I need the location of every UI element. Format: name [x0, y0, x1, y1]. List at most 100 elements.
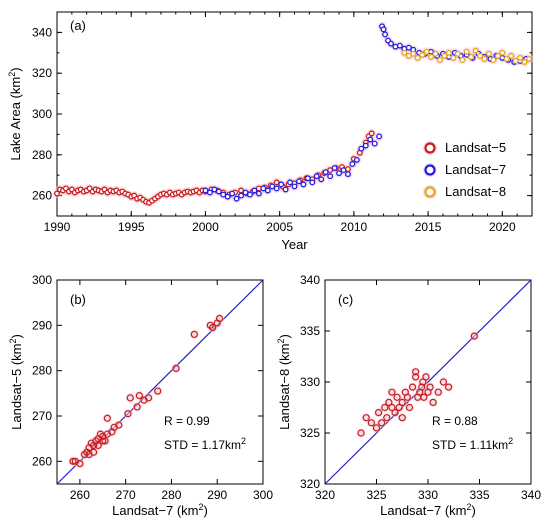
- scatter-point: [190, 330, 198, 338]
- scatter-point: [206, 321, 214, 329]
- x-axis-title: Landsat−7 (km2): [380, 502, 476, 518]
- scatter-point: [395, 403, 403, 412]
- series-landsat7-point: [322, 169, 329, 176]
- series-landsat7-point: [331, 165, 338, 172]
- y-tick-label: 260: [32, 454, 52, 468]
- series-landsat8-point: [423, 48, 430, 55]
- scatter-point: [445, 383, 453, 391]
- series-landsat7-point: [382, 31, 388, 38]
- series-landsat7-point: [273, 185, 280, 192]
- legend-marker: [424, 142, 436, 154]
- scatter-point: [391, 409, 399, 417]
- series-landsat8-point: [481, 55, 488, 62]
- series-landsat7-point: [388, 40, 394, 47]
- scatter-point: [419, 378, 427, 386]
- series-landsat7-point: [224, 193, 231, 200]
- y-tick-label: 260: [32, 189, 52, 203]
- scatter-point: [362, 414, 370, 422]
- series-landsat8-point: [477, 52, 483, 59]
- series-landsat8-point: [468, 53, 475, 60]
- series-landsat7-point: [358, 145, 365, 152]
- y-tick-label: 290: [32, 318, 52, 332]
- series-landsat7-point: [282, 186, 289, 193]
- y-tick-label: 335: [300, 324, 320, 338]
- series-landsat8-point: [419, 51, 426, 58]
- series-landsat8-point: [441, 52, 448, 59]
- scatter-point: [144, 394, 153, 402]
- x-tick-label: 2015: [415, 220, 442, 234]
- legend-label: Landsat−8: [445, 184, 506, 199]
- series-landsat8-point: [450, 54, 457, 61]
- series-landsat8-point: [499, 49, 506, 56]
- panel-c-scatter: 320 325 330 335 340 320 325 330 335 340 (c) R = 0.8…: [276, 273, 541, 518]
- scatter-point: [124, 410, 132, 418]
- series-landsat7-point: [233, 195, 240, 202]
- scatter-point: [388, 403, 396, 412]
- series-landsat7-point: [318, 176, 325, 183]
- series-landsat7-point: [300, 181, 307, 188]
- series-landsat5-point: [368, 130, 375, 137]
- scatter-point: [367, 419, 375, 427]
- y-axis-title: Lake Area (km2): [7, 67, 23, 160]
- series-landsat7-point: [211, 186, 218, 193]
- x-tick-label: 320: [315, 488, 335, 502]
- scatter-point: [429, 398, 437, 406]
- y-tick-label: 330: [300, 375, 320, 389]
- legend-marker: [424, 164, 436, 176]
- series-landsat7-point: [380, 26, 387, 33]
- series-landsat8-point: [445, 49, 452, 56]
- scatter-point: [69, 457, 77, 465]
- scatter-point: [393, 393, 401, 401]
- legend-label: Landsat−5: [445, 140, 506, 155]
- series-landsat8-point: [521, 59, 528, 65]
- scatter-point: [80, 450, 89, 459]
- series-landsat8-point: [437, 56, 443, 63]
- series-landsat7-point: [202, 187, 209, 194]
- series-landsat8-point: [517, 54, 524, 61]
- x-tick-label: 1990: [44, 220, 71, 234]
- series-landsat8-point: [512, 58, 519, 64]
- series-landsat7-point: [251, 187, 258, 194]
- one-to-one-line: [324, 279, 532, 485]
- x-tick-label: 260: [70, 488, 90, 502]
- series-landsat8-point: [490, 56, 497, 63]
- series-landsat7-point: [336, 170, 342, 177]
- y-tick-label: 320: [300, 477, 320, 491]
- x-tick-label: 2000: [192, 220, 219, 234]
- x-tick-label: 335: [469, 488, 489, 502]
- scatter-point: [418, 383, 426, 391]
- scatter-point: [133, 403, 141, 411]
- stat-std: STD = 1.17km2: [164, 436, 246, 452]
- scatter-point: [215, 314, 224, 323]
- scatter-point: [378, 419, 386, 427]
- series-landsat7-point: [304, 175, 311, 182]
- panel-label: (a): [70, 18, 86, 33]
- series-landsat8-point: [503, 55, 510, 62]
- scatter-point: [439, 378, 448, 386]
- series-landsat8-point: [428, 53, 435, 60]
- scatter-point: [398, 398, 406, 406]
- scatter-point: [126, 394, 134, 402]
- scatter-point: [383, 414, 391, 422]
- x-tick-label: 330: [418, 488, 438, 502]
- x-tick-label: 290: [207, 488, 227, 502]
- series-landsat8-point: [401, 49, 408, 56]
- series-landsat7-point: [340, 167, 347, 174]
- y-tick-label: 340: [300, 273, 320, 287]
- scatter-point: [135, 392, 143, 400]
- scatter-point: [426, 383, 434, 391]
- x-tick-label: 2010: [341, 220, 368, 234]
- scatter-point: [385, 398, 393, 406]
- x-tick-label: 1995: [118, 220, 145, 234]
- legend-label: Landsat−7: [445, 162, 506, 177]
- series-landsat7-point: [264, 187, 271, 194]
- scatter-point: [154, 387, 162, 395]
- y-tick-label: 270: [32, 409, 52, 423]
- series-landsat5-point: [273, 179, 280, 186]
- series-landsat7-point: [296, 178, 302, 185]
- scatter-point: [374, 409, 383, 417]
- x-axis-title: Landsat−7 (km2): [112, 502, 208, 518]
- series-landsat7-point: [371, 140, 378, 147]
- x-tick-label: 340: [521, 488, 541, 502]
